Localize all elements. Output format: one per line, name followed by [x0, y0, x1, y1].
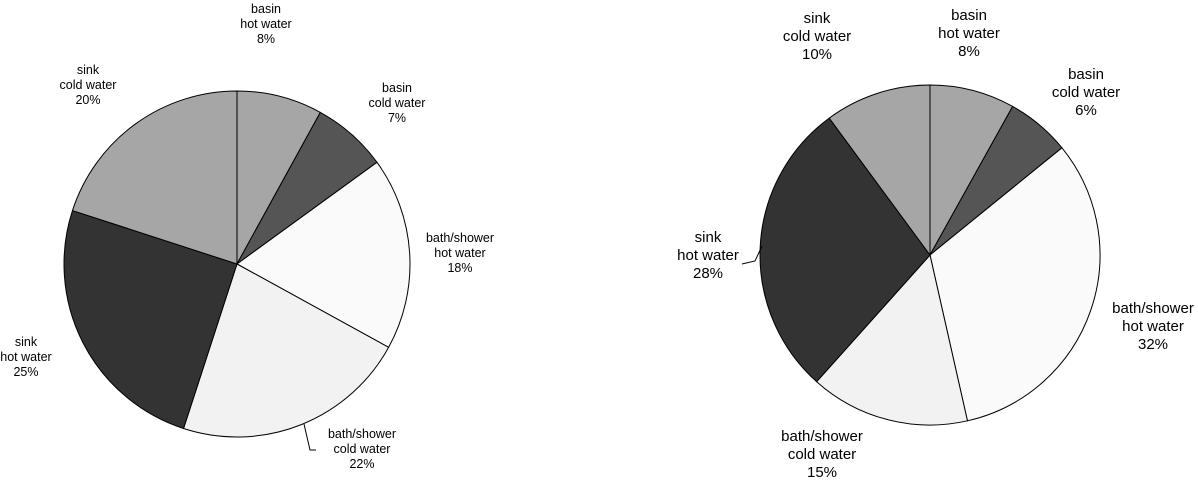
slice-label-left-sink-hot-water: sink hot water 25% [0, 335, 51, 379]
pie-slice-left-sink-hot-water [63, 209, 238, 430]
leader-line-left-bath-shower-cold-water [303, 423, 316, 451]
pie-slice-right-bath-shower-hot-water [929, 147, 1101, 422]
pie-slice-left-bath-shower-hot-water [236, 161, 411, 349]
pie-chart-left: basin hot water 8% basin cold water 7% bath/sh… [0, 2, 494, 471]
pie-slice-right-sink-hot-water [759, 117, 931, 383]
slice-label-right-sink-hot-water: sink hot water 28% [677, 229, 739, 282]
slice-label-left-bath-shower-cold-water: bath/shower cold water 22% [328, 427, 396, 471]
slice-label-left-basin-cold-water: basin cold water 7% [369, 81, 426, 125]
pie-slice-left-bath-shower-cold-water [182, 263, 390, 438]
pie-slice-right-bath-shower-cold-water [815, 253, 969, 426]
slice-label-right-bath-shower-cold-water: bath/shower cold water 15% [781, 428, 863, 481]
pie-chart-right: basin hot water 8% basin cold water 6% bath/sh… [677, 7, 1194, 481]
slice-label-right-bath-shower-hot-water: bath/shower hot water 32% [1112, 300, 1194, 353]
slice-label-left-sink-cold-water: sink cold water 20% [60, 63, 117, 107]
pie-slice-left-sink-cold-water [71, 90, 238, 265]
pie-slice-right-sink-cold-water [828, 84, 931, 257]
slice-label-right-sink-cold-water: sink cold water 10% [783, 10, 851, 63]
slice-label-right-basin-hot-water: basin hot water 8% [938, 7, 1000, 60]
slice-label-right-basin-cold-water: basin cold water 6% [1052, 66, 1120, 119]
slice-label-left-bath-shower-hot-water: bath/shower hot water 18% [426, 231, 494, 275]
leader-line-right-sink-hot-water [741, 245, 763, 265]
slice-label-left-basin-hot-water: basin hot water 8% [240, 2, 291, 46]
